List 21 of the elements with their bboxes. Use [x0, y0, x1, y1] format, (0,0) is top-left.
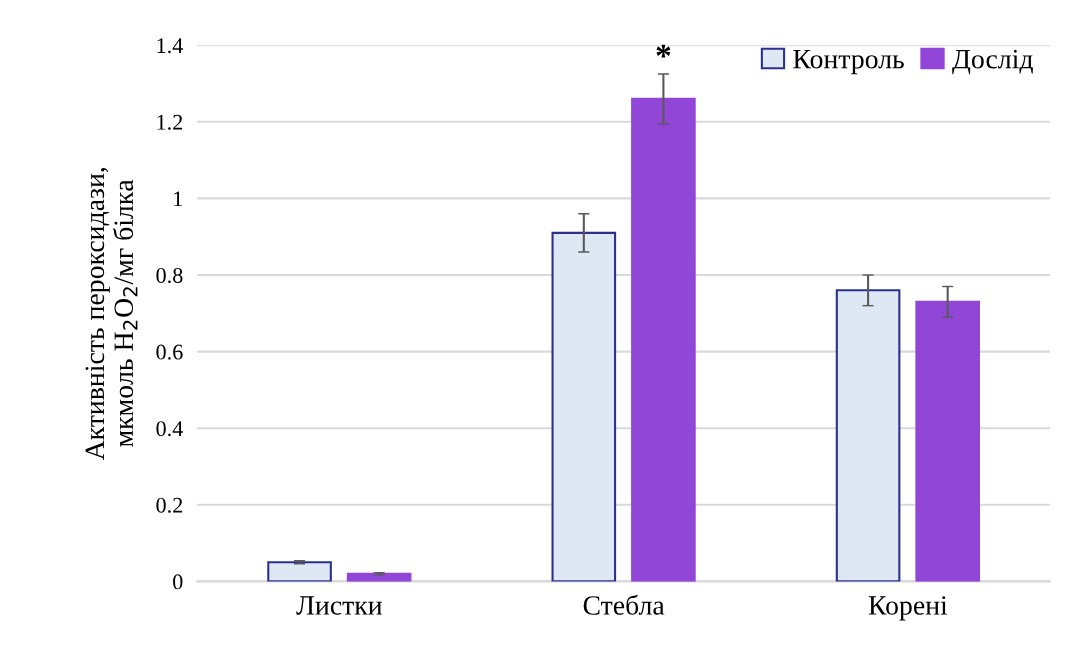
- y-tick-label: 0: [173, 574, 183, 590]
- y-tick-label: 0.4: [156, 421, 183, 437]
- y-tick-label: 1.4: [157, 38, 183, 54]
- y-tick-label: 0.6: [156, 344, 183, 360]
- x-tick-label: Корені: [868, 596, 948, 621]
- x-tick-label: Стебла: [583, 594, 665, 615]
- bar: [631, 97, 696, 582]
- bar: [915, 300, 980, 582]
- y-axis-title: Активність пероксидази, мкмоль H$_{2}$O$_{2}$/мг білка: [85, 167, 138, 461]
- annotation: *: [656, 44, 671, 58]
- legend-label: Дослід: [952, 49, 1033, 75]
- y-tick-label: 1: [174, 191, 182, 207]
- bar: [835, 289, 901, 582]
- y-tick-label: 1.2: [157, 114, 183, 130]
- bar: [267, 561, 332, 582]
- bar: [551, 231, 617, 582]
- legend-label: Контроль: [793, 50, 904, 75]
- bar: [346, 572, 412, 582]
- y-tick-label: 0.2: [156, 497, 183, 513]
- x-tick-label: Листки: [296, 596, 382, 615]
- y-tick-label: 0.8: [156, 267, 183, 284]
